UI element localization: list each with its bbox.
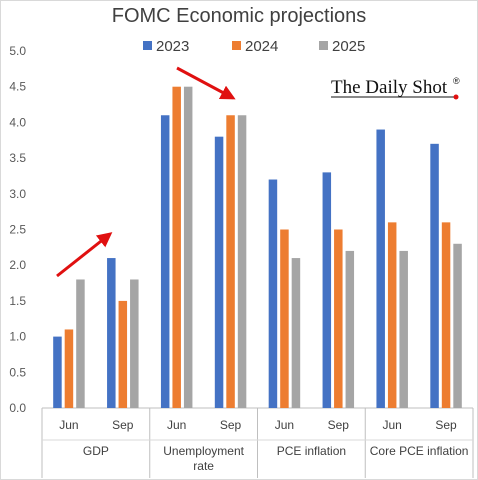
y-tick-label: 2.5 [9, 223, 26, 237]
legend-swatch-2025 [319, 41, 328, 50]
legend-swatch-2024 [232, 41, 241, 50]
watermark-mark: ® [453, 76, 460, 86]
bar-2025 [76, 279, 85, 408]
y-tick-label: 0.0 [9, 401, 26, 415]
bar-2023 [160, 115, 170, 408]
bar-2023 [214, 136, 224, 408]
bars [53, 86, 462, 409]
bar-2024 [64, 329, 74, 408]
bar-2023 [430, 143, 439, 408]
x-group-label: Core PCE inflation [370, 444, 469, 458]
bar-2025 [399, 250, 408, 408]
x-category-label: Jun [167, 418, 186, 432]
y-tick-label: 5.0 [9, 44, 26, 58]
legend-swatch-2023 [143, 41, 152, 50]
bar-2024 [441, 222, 451, 408]
bar-2024 [118, 300, 128, 408]
bar-2025 [345, 250, 355, 408]
bar-2025 [130, 279, 139, 408]
y-tick-label: 1.5 [9, 294, 26, 308]
x-group-label: Unemployment rate [163, 444, 244, 473]
bar-2024 [334, 229, 343, 408]
bar-2023 [107, 258, 116, 408]
bar-2023 [322, 172, 332, 408]
x-category-label: Jun [59, 418, 78, 432]
x-category-label: Sep [328, 418, 350, 432]
x-category-label: Jun [383, 418, 402, 432]
watermark-logo: The Daily Shot ® [331, 76, 460, 100]
y-tick-label: 4.5 [9, 80, 26, 94]
legend-label: 2023 [156, 38, 189, 55]
watermark-text: The Daily Shot [331, 77, 448, 98]
y-tick-label: 2.0 [9, 258, 26, 272]
annotation-arrow-down [176, 66, 236, 100]
bar-2025 [237, 115, 247, 408]
bar-2024 [226, 115, 235, 408]
y-tick-label: 3.0 [9, 187, 26, 201]
y-tick-label: 4.0 [9, 115, 26, 129]
x-category-label: Sep [112, 418, 134, 432]
bar-2023 [376, 129, 385, 409]
x-category-label: Sep [220, 418, 242, 432]
annotations [56, 66, 236, 278]
legend-label: 2024 [245, 38, 278, 55]
bar-2024 [280, 229, 289, 408]
y-tick-label: 1.0 [9, 330, 26, 344]
x-group-label: PCE inflation [277, 444, 346, 458]
bar-2025 [453, 243, 462, 408]
bar-2025 [291, 258, 301, 408]
x-category-label: Sep [435, 418, 457, 432]
x-category-label: Jun [275, 418, 294, 432]
legend-label: 2025 [332, 38, 365, 55]
bar-2023 [53, 336, 62, 408]
y-tick-label: 0.5 [9, 365, 26, 379]
y-tick-label: 3.5 [9, 151, 26, 165]
bar-2024 [387, 222, 397, 408]
bar-2023 [268, 179, 278, 408]
legend: 2023 2024 2025 [143, 38, 365, 55]
x-group-label: GDP [83, 444, 109, 458]
watermark-dot [453, 94, 459, 100]
chart-title: FOMC Economic projections [112, 5, 367, 27]
bar-2025 [183, 86, 193, 408]
annotation-arrow-up [56, 232, 113, 278]
bar-2024 [172, 86, 181, 408]
